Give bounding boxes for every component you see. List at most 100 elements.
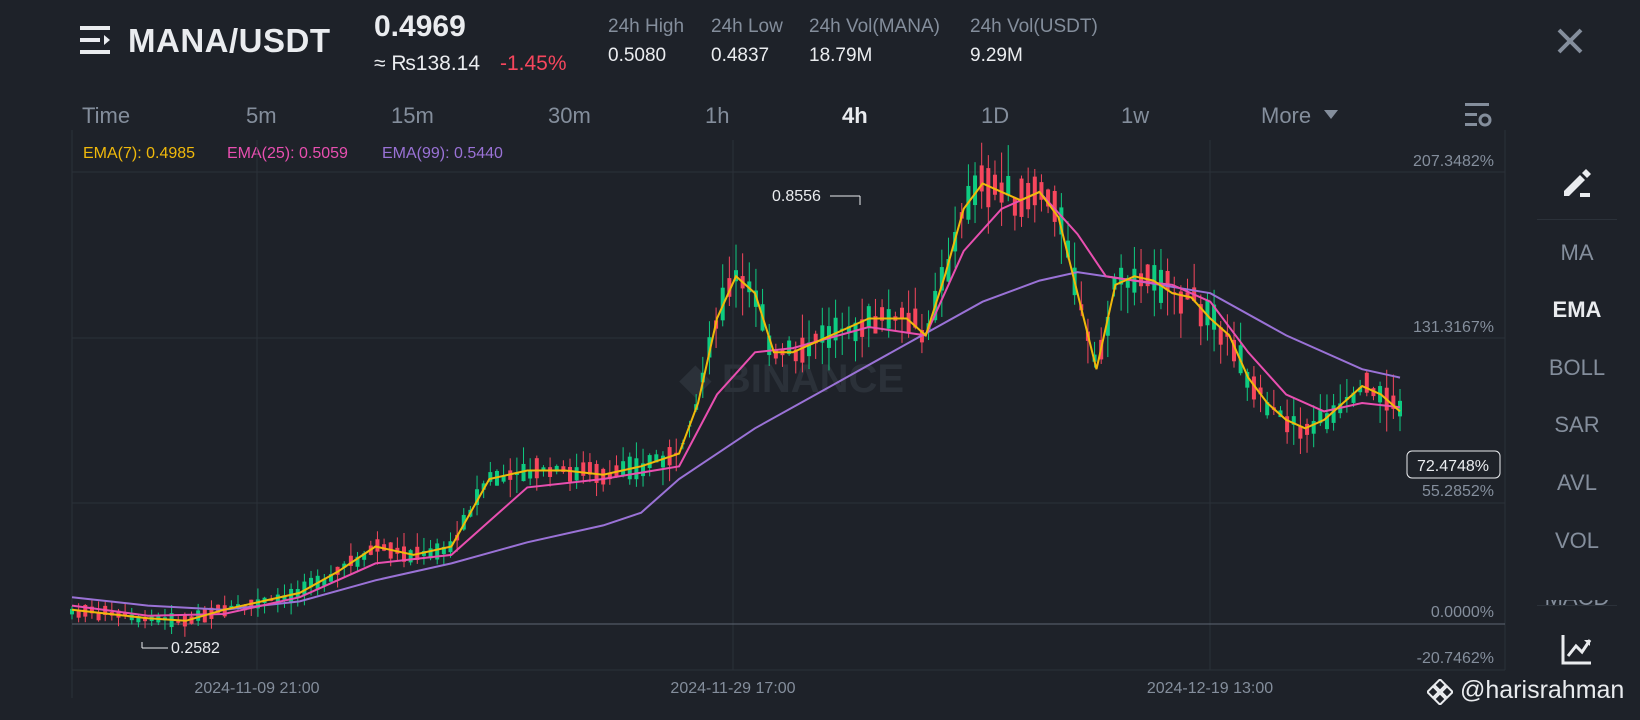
candle-body (1052, 190, 1057, 222)
tab-15m[interactable]: 15m (391, 103, 434, 128)
stat-value-24h-high: 0.5080 (608, 45, 667, 66)
tab-more[interactable]: More (1261, 103, 1312, 128)
candle-body (1218, 327, 1223, 345)
candle-body (1059, 207, 1064, 235)
candle-body (986, 168, 991, 208)
candle-body (348, 555, 353, 566)
x-axis-label: 2024-11-29 17:00 (670, 680, 795, 697)
candle-body (607, 473, 612, 480)
indicator-sar-button[interactable]: SAR (1554, 412, 1600, 437)
candle-body (328, 574, 333, 582)
candle-body (906, 312, 911, 333)
candle-body (568, 466, 572, 482)
candle-body (461, 514, 466, 530)
candle-body (1006, 175, 1011, 196)
tab-5m[interactable]: 5m (246, 103, 277, 128)
candle-body (946, 259, 951, 282)
candle-body (1165, 270, 1170, 291)
candle-body (554, 465, 559, 472)
author-watermark: @harisrahman (1460, 676, 1625, 704)
candle-body (913, 308, 918, 328)
tab-4h[interactable]: 4h (842, 103, 868, 128)
candle-body (767, 335, 772, 356)
y-axis-label: 131.3167% (1413, 319, 1494, 336)
candle-body (561, 466, 566, 472)
price-fiat-equivalent: ≈ ₨138.14 (374, 52, 481, 75)
candle-body (196, 610, 201, 621)
candle-body (647, 455, 652, 469)
candle-body (1265, 401, 1270, 416)
y-axis-label: 207.3482% (1413, 153, 1494, 170)
candle-body (1212, 304, 1217, 330)
price-change-percent: -1.45% (500, 52, 567, 75)
candle-body (1225, 333, 1230, 337)
candle-body (501, 475, 506, 482)
candle-body (807, 342, 812, 357)
analysis-chart-icon[interactable] (1560, 632, 1594, 666)
tab-time[interactable]: Time (82, 103, 131, 128)
tab-1h[interactable]: 1h (705, 103, 730, 128)
drawing-tool-icon[interactable] (1560, 165, 1594, 199)
menu-list-icon[interactable] (80, 24, 112, 56)
candle-body (1232, 339, 1236, 362)
candle-body (96, 612, 101, 621)
close-icon[interactable] (1555, 26, 1585, 56)
ema99-line (71, 271, 1401, 611)
ema7-line (71, 182, 1401, 622)
indicator-vol-button[interactable]: VOL (1554, 528, 1600, 553)
low-marker-label: 0.2582 (171, 640, 220, 657)
candle-body (979, 165, 984, 192)
candle-body (621, 461, 626, 476)
caret-down-icon[interactable] (1324, 110, 1338, 120)
candle-body (1139, 273, 1144, 287)
indicator-boll-button[interactable]: BOLL (1548, 355, 1606, 380)
candle-body (355, 556, 360, 567)
stat-value-24h-vol-usdt: 9.29M (970, 45, 1023, 66)
price-chart[interactable]: ◆ BINANCE 207.3482% 131.3167% 55.2852% 0… (0, 130, 1520, 705)
candle-body (534, 458, 539, 479)
toolbar-divider (1537, 605, 1617, 606)
indicator-ema-button[interactable]: EMA (1552, 297, 1602, 322)
tab-1d[interactable]: 1D (981, 103, 1010, 128)
indicator-avl-button[interactable]: AVL (1557, 470, 1597, 495)
candle-body (1398, 400, 1402, 417)
toolbar-scroll-mask (1530, 578, 1630, 600)
candle-body (793, 349, 798, 362)
candle-body (302, 581, 307, 596)
candle-body (900, 307, 904, 319)
candle-body (136, 616, 141, 623)
candle-body (1112, 277, 1117, 290)
trading-pair-title[interactable]: MANA/USDT (128, 22, 331, 59)
candle-body (1364, 372, 1369, 393)
candle-body (707, 337, 712, 358)
candle-body (1152, 265, 1157, 291)
candle-body (494, 470, 499, 486)
candle-body (428, 548, 433, 559)
candle-body (660, 455, 665, 468)
candle-body (123, 612, 128, 617)
candle-body (873, 316, 878, 334)
indicator-ma-button[interactable]: MA (1560, 240, 1594, 265)
candle-body (1258, 387, 1263, 395)
candle-body (255, 599, 260, 609)
candle-body (528, 469, 533, 479)
y-axis-label: -20.7462% (1417, 650, 1494, 667)
candle-body (727, 278, 732, 297)
high-marker-label: 0.8556 (772, 188, 821, 205)
candle-body (574, 467, 579, 481)
stat-value-24h-low: 0.4837 (711, 45, 770, 66)
chart-settings-icon[interactable] (1465, 101, 1493, 129)
candle-body (362, 553, 367, 560)
candle-body (1198, 304, 1203, 327)
candle-body (1039, 182, 1044, 200)
candle-body (581, 462, 586, 476)
current-value-box (1406, 450, 1501, 479)
candle-body (973, 175, 978, 206)
candle-body (1305, 423, 1310, 435)
stat-label-24h-low: 24h Low (711, 16, 783, 37)
tab-1w[interactable]: 1w (1121, 103, 1150, 128)
candle-body (787, 340, 792, 355)
y-axis-label: 55.2852% (1422, 483, 1494, 500)
candle-body (548, 467, 553, 477)
tab-30m[interactable]: 30m (548, 103, 591, 128)
